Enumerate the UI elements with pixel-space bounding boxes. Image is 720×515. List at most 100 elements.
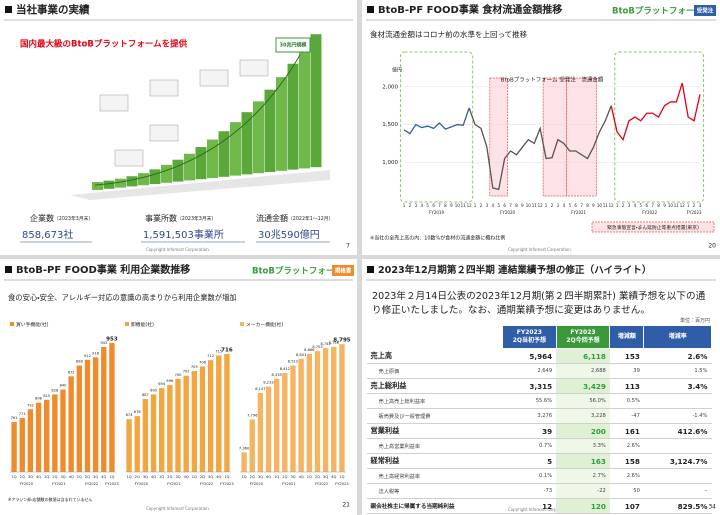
forecast-table: FY2023 2Q当初予想 FY2023 2Q今回予想 増減額 増減率 売上高 5,964 6,…	[366, 325, 712, 514]
x-tick-label: 1Q	[339, 475, 344, 479]
x-group-label: FY2021	[571, 210, 586, 215]
bar	[92, 357, 99, 472]
x-tick-label: 3	[699, 203, 702, 208]
callout: 30兆円規模	[280, 42, 308, 49]
header-cell	[366, 325, 503, 349]
table-cell: 412.6%	[643, 423, 712, 439]
step	[264, 89, 276, 172]
x-tick-label: 1	[403, 203, 406, 208]
copyright: Copyright Infomart Corporation.	[146, 506, 210, 511]
logo: BtoBプラットフォーム	[252, 266, 343, 277]
x-tick-label: 8	[657, 203, 660, 208]
value-label: 716	[221, 347, 233, 353]
emergency-period	[542, 77, 568, 197]
x-group-label: FY2020	[135, 482, 149, 486]
x-tick-label: 11	[461, 203, 467, 208]
table-cell: 2,649	[502, 363, 557, 379]
x-tick-label: 3Q	[93, 475, 98, 479]
legend-swatch	[240, 322, 244, 326]
subtitle: 食の安心・安全、アレルギー対応の意識の高まりから利用企業数が増加	[8, 293, 237, 302]
x-tick-label: 10	[668, 203, 674, 208]
bar	[282, 373, 288, 472]
x-tick-label: 2Q	[200, 475, 205, 479]
value-label: 771	[19, 412, 26, 416]
bar	[44, 399, 50, 472]
legend-box-label: 緊急事態宣言・まん延防止等重点措置(東京)	[607, 224, 699, 231]
value-label: 676	[134, 410, 142, 414]
step	[126, 176, 138, 187]
bar	[274, 378, 280, 472]
x-group-label: FY2019	[429, 210, 444, 215]
bar	[265, 386, 272, 472]
step	[138, 173, 149, 186]
x-tick-label: 5	[640, 203, 643, 208]
series-connector	[468, 107, 476, 125]
x-tick-label: 9	[450, 203, 453, 208]
step	[149, 169, 161, 184]
x-group-label: FY2021	[52, 482, 65, 486]
table-cell: 39	[502, 423, 557, 439]
badge-bg	[332, 265, 354, 276]
x-tick-label: 4	[492, 203, 495, 208]
badge: 規格書	[335, 267, 352, 275]
x-tick-label: 2	[622, 203, 625, 208]
series-connector	[610, 105, 618, 133]
emergency-period	[566, 77, 597, 197]
x-tick-label: 1Q	[77, 475, 82, 479]
illustration	[70, 34, 330, 200]
unit: 単位：百万円	[679, 318, 710, 324]
bar	[126, 419, 132, 472]
legend-box	[591, 221, 715, 233]
x-group-label: FY2023	[687, 210, 702, 215]
step	[207, 139, 218, 178]
bar	[35, 402, 42, 472]
slide-title: 当社事業の実績	[16, 3, 90, 16]
chart-title: 卸機能(社)	[131, 321, 154, 328]
x-tick-label: 1Q	[44, 475, 49, 479]
value-label: 8,512	[288, 359, 298, 363]
table-cell: 売上原価	[366, 363, 503, 379]
table-cell: 107	[609, 498, 644, 514]
x-group-label: FY2023	[335, 482, 348, 486]
step	[276, 77, 287, 171]
value-label: 7,360	[239, 446, 250, 450]
title-mark	[5, 266, 12, 273]
x-tick-label: 1Q	[109, 475, 114, 479]
table-cell: 0.7%	[502, 438, 557, 454]
bar	[11, 422, 17, 472]
bar	[249, 419, 255, 472]
x-tick-label: 2Q	[250, 475, 255, 479]
table-row: 売上高営業利益率 0.7% 3.3% 2.6%	[366, 438, 712, 454]
table-cell: 1.5%	[643, 363, 712, 379]
value-label: 912	[84, 354, 91, 358]
value-label: 700	[175, 373, 183, 377]
value-label: 8,742	[320, 342, 330, 346]
value-label: 712	[207, 354, 214, 358]
y-axis-label: 億円	[392, 67, 402, 74]
table-cell: 売上高売上総利益率	[366, 393, 503, 409]
value-label: 702	[183, 370, 190, 374]
x-tick-label: 7	[509, 203, 512, 208]
footnote: ※アラジン卸・店舗数の数値は含まれていません	[8, 496, 92, 502]
screenshot	[114, 149, 144, 167]
step	[92, 182, 103, 190]
bar	[60, 389, 66, 472]
callout-box	[275, 37, 311, 53]
table-cell: -1.4%	[643, 408, 712, 424]
chart-title: 買い手機能(社)	[16, 321, 49, 328]
x-tick-label: 1Q	[224, 475, 229, 479]
table-row: 売上高 5,964 6,118 153 2.6%	[366, 348, 712, 364]
stat-label: 企業数（2023年3月末）	[30, 213, 93, 223]
x-tick-label: 8	[444, 203, 447, 208]
screenshot	[149, 124, 179, 142]
x-tick-label: 4Q	[216, 475, 221, 479]
screenshot	[149, 79, 179, 97]
x-tick-label: 2	[409, 203, 412, 208]
x-tick-label: 7	[438, 203, 441, 208]
bar	[216, 355, 222, 472]
value-label: 815	[43, 394, 50, 398]
value-label: 8,147	[255, 387, 265, 391]
table-cell: -22	[556, 483, 610, 499]
x-tick-label: 2	[480, 203, 483, 208]
series-line	[616, 82, 701, 142]
